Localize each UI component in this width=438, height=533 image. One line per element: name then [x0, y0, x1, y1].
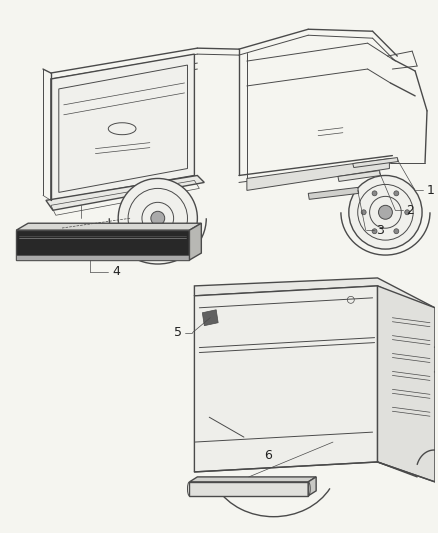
Polygon shape	[16, 230, 190, 260]
Circle shape	[372, 229, 377, 234]
Text: 5: 5	[173, 326, 181, 339]
Polygon shape	[353, 158, 398, 167]
Polygon shape	[202, 310, 218, 326]
Polygon shape	[308, 188, 359, 199]
Text: 6: 6	[264, 448, 272, 462]
Circle shape	[372, 191, 377, 196]
Polygon shape	[46, 175, 204, 211]
Text: 3: 3	[377, 224, 385, 237]
Polygon shape	[190, 482, 308, 496]
Polygon shape	[16, 255, 190, 260]
Circle shape	[349, 175, 422, 249]
Polygon shape	[247, 158, 389, 190]
Polygon shape	[190, 477, 316, 482]
Circle shape	[394, 191, 399, 196]
Polygon shape	[16, 223, 201, 230]
Circle shape	[151, 211, 165, 225]
Text: 1: 1	[427, 184, 435, 197]
Polygon shape	[51, 54, 194, 200]
Text: 4: 4	[112, 265, 120, 278]
Circle shape	[394, 229, 399, 234]
Circle shape	[361, 210, 366, 215]
Circle shape	[405, 210, 410, 215]
Polygon shape	[378, 286, 435, 482]
Polygon shape	[194, 278, 435, 313]
Polygon shape	[338, 171, 381, 181]
Text: 2: 2	[406, 204, 414, 217]
Circle shape	[378, 205, 392, 219]
Polygon shape	[308, 477, 316, 496]
Circle shape	[118, 179, 198, 258]
Polygon shape	[194, 286, 378, 472]
Polygon shape	[190, 223, 201, 260]
